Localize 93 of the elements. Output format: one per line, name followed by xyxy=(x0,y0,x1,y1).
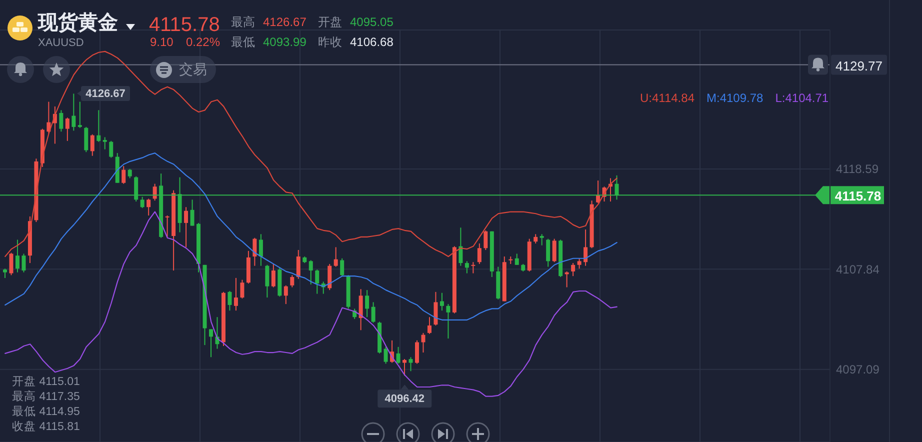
candlestick xyxy=(328,263,332,291)
candlestick xyxy=(271,263,276,288)
annotation: 最低 xyxy=(231,35,255,49)
annotation: 最低 4114.95 xyxy=(12,406,80,418)
candlestick xyxy=(290,274,294,288)
candlestick xyxy=(22,253,26,273)
candlestick xyxy=(514,253,519,266)
candlestick xyxy=(3,268,7,278)
text: 4126.67 xyxy=(263,15,306,29)
candlestick xyxy=(65,117,70,142)
candlestick xyxy=(90,134,94,156)
candlestick xyxy=(577,258,582,270)
candlestick xyxy=(258,234,263,266)
candlestick xyxy=(109,140,114,158)
candlestick xyxy=(540,234,544,246)
pill-button: 交易 xyxy=(150,56,216,83)
candlestick xyxy=(440,292,444,312)
candlestick xyxy=(477,242,482,264)
candlestick xyxy=(59,110,64,132)
candlestick xyxy=(571,262,576,277)
candlestick xyxy=(427,316,432,334)
candlestick xyxy=(152,183,157,202)
annotation: 0.22% xyxy=(186,35,220,49)
candlestick xyxy=(9,252,14,276)
candlestick xyxy=(340,258,344,277)
candlestick xyxy=(209,328,213,358)
text: 4095.05 xyxy=(350,15,394,29)
candlestick xyxy=(240,279,244,299)
y-tick-label: 4118.59 xyxy=(836,162,879,176)
text: 最高 xyxy=(231,15,255,29)
candlestick xyxy=(446,304,450,340)
ref-line-label: 4129.77 xyxy=(836,58,882,74)
price-callout: 4126.67 xyxy=(77,86,130,101)
annotation: 9.10 xyxy=(150,35,174,49)
candlestick xyxy=(78,101,82,128)
annotation: 最高 4117.35 xyxy=(12,391,80,404)
annotation: 4115.78 xyxy=(149,14,220,36)
candlestick xyxy=(358,288,363,331)
candlestick xyxy=(384,346,388,364)
candlestick xyxy=(415,340,419,364)
candlestick xyxy=(458,227,463,266)
candlestick xyxy=(265,264,270,298)
y-tick-label: 4107.84 xyxy=(836,262,880,276)
text: L:4104.71 xyxy=(775,91,829,105)
annotation: 交易 xyxy=(179,61,207,77)
candlestick xyxy=(464,260,469,274)
candlestick xyxy=(165,214,170,238)
candlestick xyxy=(184,206,188,248)
candlestick xyxy=(434,291,438,326)
candlestick xyxy=(471,262,476,274)
annotation: 4126.67 xyxy=(86,88,126,100)
candlestick xyxy=(534,234,538,244)
annotation: 收盘 4115.81 xyxy=(12,421,80,434)
candlestick xyxy=(484,230,488,250)
candlestick xyxy=(371,302,376,324)
candlestick xyxy=(72,93,76,132)
price-callout: 4096.42 xyxy=(378,384,432,408)
candlestick xyxy=(552,238,556,263)
annotation: 4096.42 xyxy=(384,393,425,406)
candlestick xyxy=(252,237,257,266)
annotation: 4106.68 xyxy=(350,35,394,49)
chart-title: 现货黄金 xyxy=(38,12,118,34)
candlestick xyxy=(296,249,300,280)
candlestick xyxy=(146,198,151,216)
annotation: 昨收 xyxy=(318,35,342,49)
candlestick xyxy=(396,346,400,364)
candlestick xyxy=(84,126,88,153)
y-tick-label: 4097.09 xyxy=(836,362,880,377)
candlestick xyxy=(102,136,107,150)
text: 开盘 xyxy=(318,15,342,29)
text: M:4109.78 xyxy=(706,91,764,105)
ref-line-label: 4115.78 xyxy=(834,188,882,204)
candlestick xyxy=(96,110,101,142)
candlestick xyxy=(421,332,426,354)
candlestick xyxy=(334,246,338,268)
annotation: 开盘 4115.01 xyxy=(12,376,80,388)
text: U:4114.84 xyxy=(640,91,694,105)
candlestick xyxy=(228,290,232,312)
candlestick xyxy=(308,260,313,285)
candlestick xyxy=(365,290,370,318)
candlestick xyxy=(15,239,20,273)
candlestick xyxy=(190,199,194,226)
candlestick xyxy=(122,166,126,184)
text: XAUUSD xyxy=(38,37,84,49)
candlestick xyxy=(128,168,132,179)
candlestick xyxy=(284,284,288,305)
candlestick xyxy=(546,238,550,268)
candlestick xyxy=(315,269,320,294)
candlestick xyxy=(402,358,407,376)
candlestick xyxy=(408,356,413,372)
candlestick xyxy=(234,277,238,312)
annotation: 4093.99 xyxy=(263,35,306,49)
candlestick xyxy=(584,228,588,266)
